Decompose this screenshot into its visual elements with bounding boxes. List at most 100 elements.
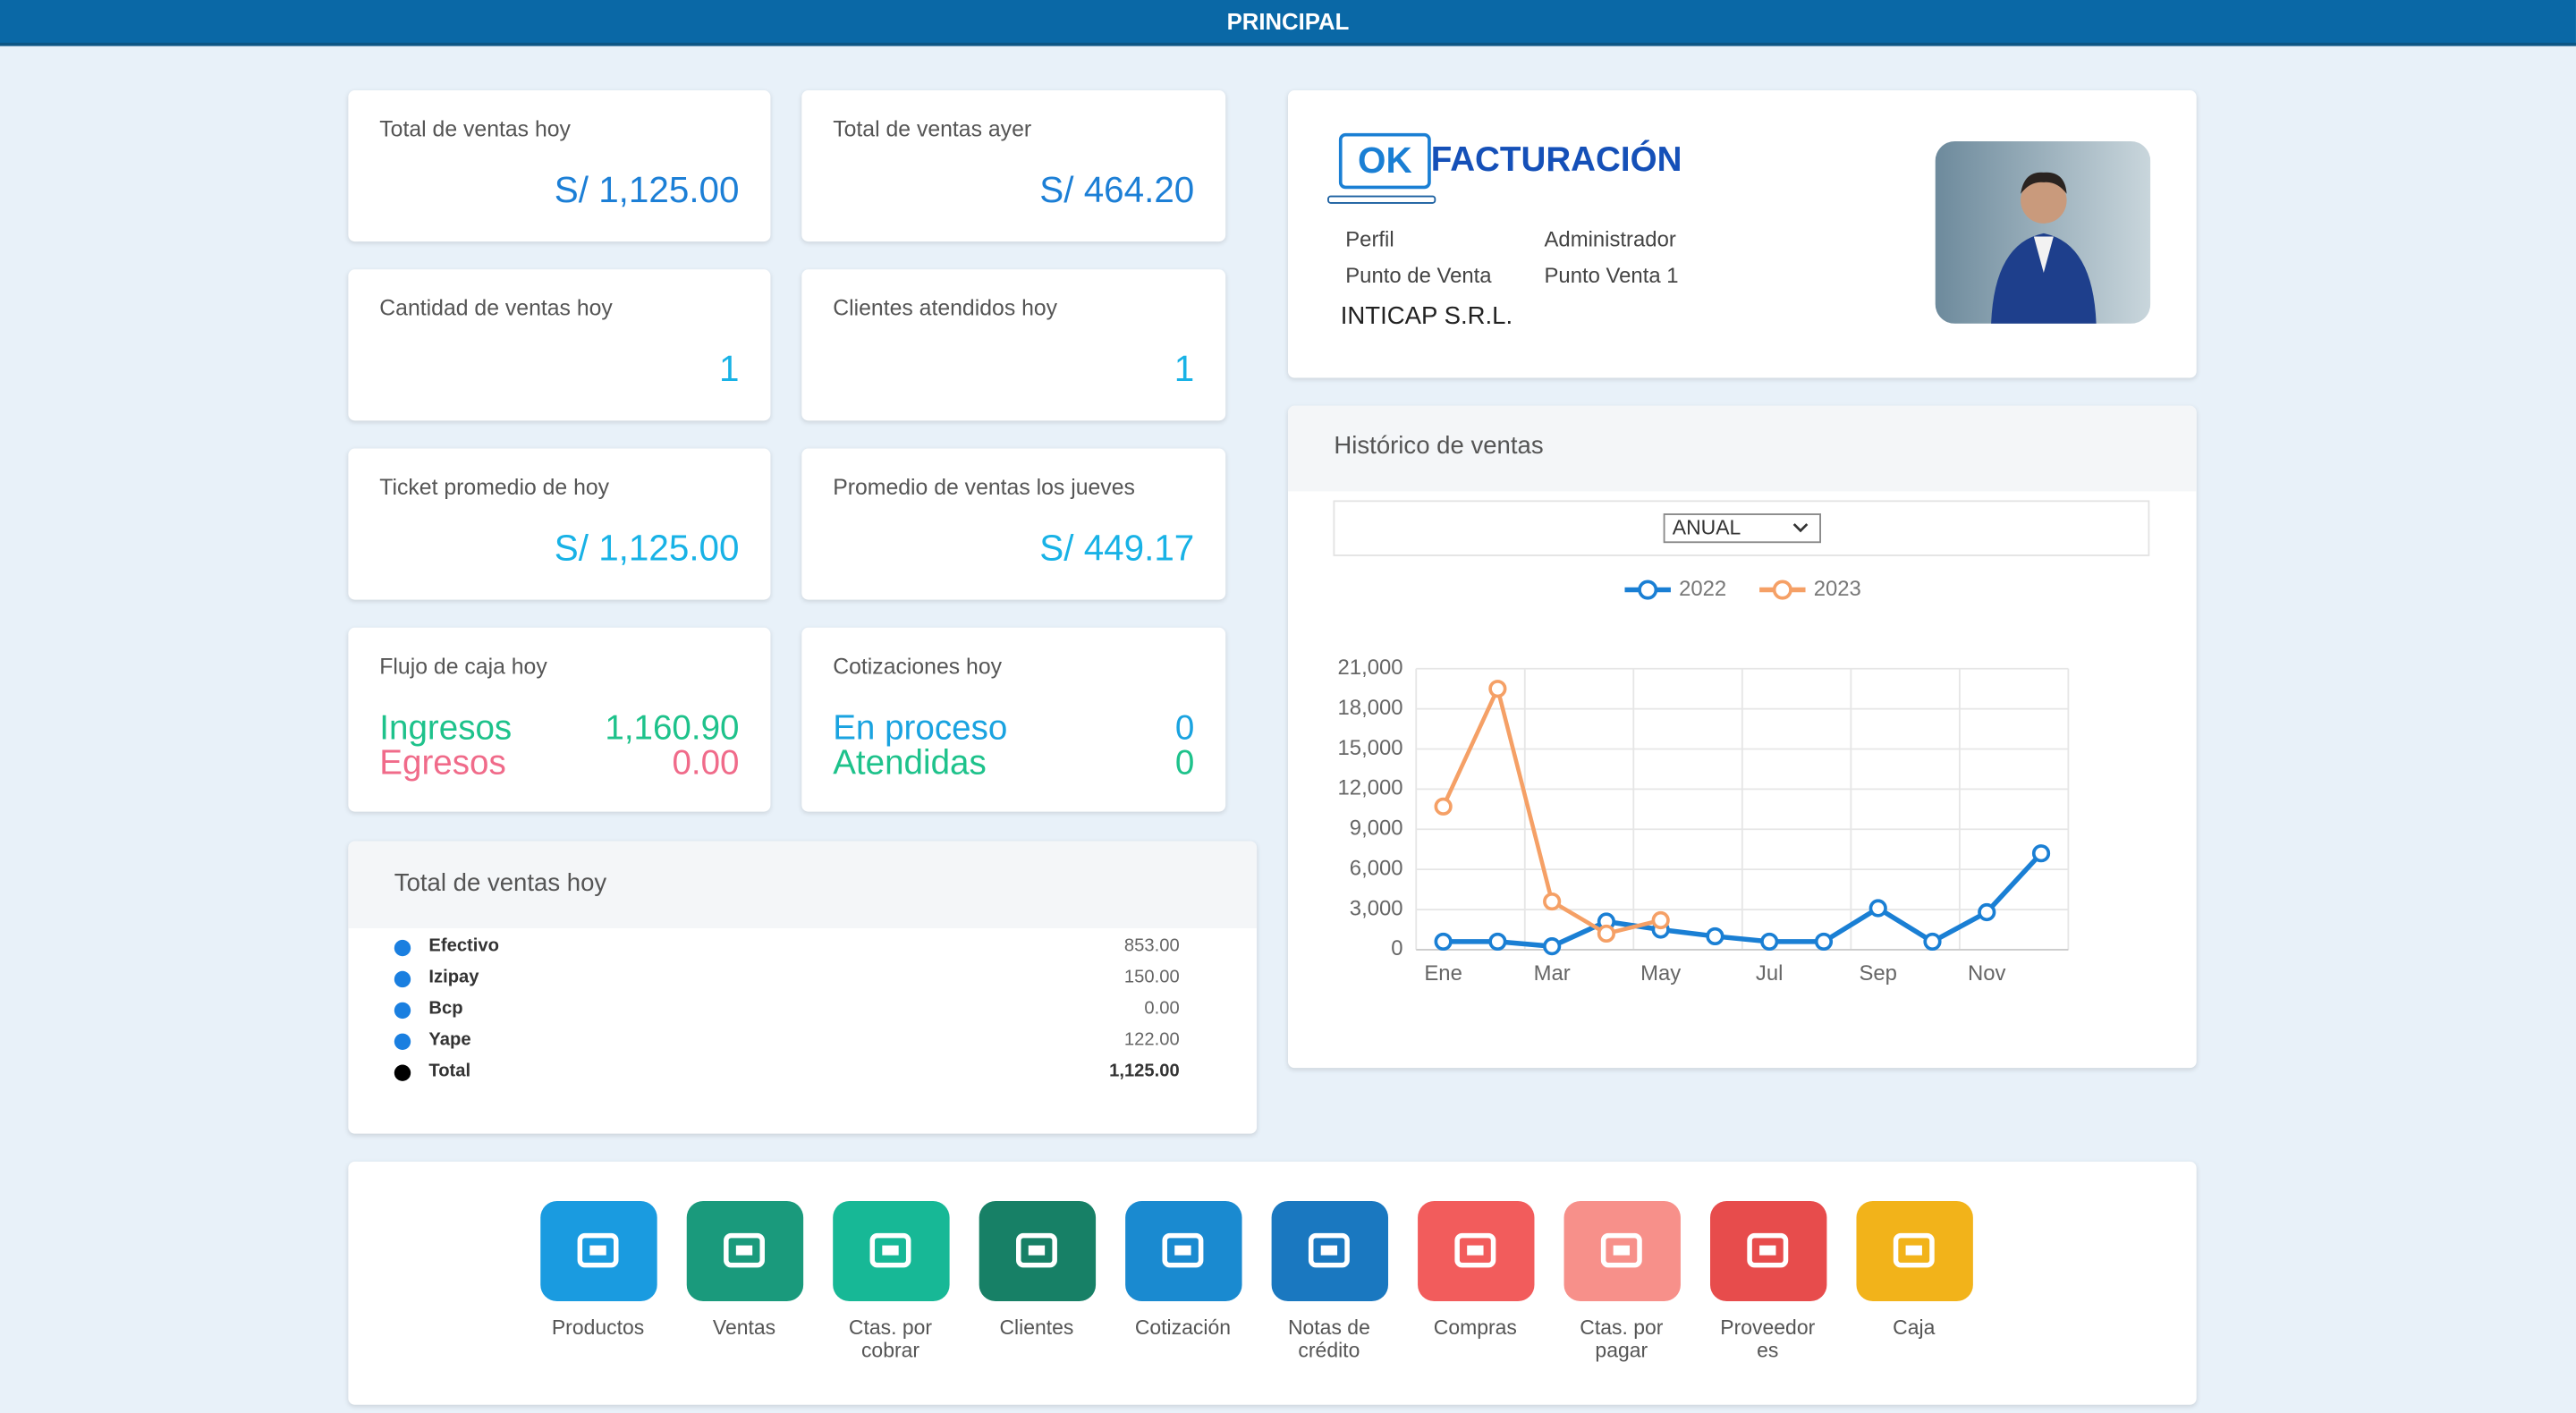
icon-shape — [881, 1245, 898, 1256]
kpi-value: S/ 1,125.00 — [554, 527, 740, 569]
y-tick-label: 3,000 — [1350, 896, 1403, 920]
menu-button[interactable] — [1563, 1200, 1681, 1302]
data-point — [1978, 902, 1996, 922]
kpi-label: Total de ventas ayer — [833, 116, 1032, 141]
data-point — [1434, 797, 1453, 816]
menu-icon — [1453, 1232, 1496, 1268]
flow-row: Ingresos 1,160.90 — [379, 710, 739, 749]
menu-button[interactable] — [1709, 1200, 1826, 1302]
menu-button[interactable] — [685, 1200, 803, 1302]
menu-item[interactable]: Ctas. por pagar — [1563, 1200, 1681, 1363]
flow-value: 1,160.90 — [605, 709, 740, 748]
menu-item[interactable]: Clientes — [978, 1200, 1096, 1340]
kpi-card: Total de ventas hoy S/ 1,125.00 — [348, 90, 771, 242]
menu-label[interactable]: Compras — [1433, 1316, 1517, 1340]
icon-shape — [723, 1232, 765, 1268]
data-point — [1706, 926, 1724, 946]
card-label: Flujo de caja hoy — [379, 654, 547, 679]
chart: Histórico de ventas ANUAL 0 3,000 6,000 9,0… — [1333, 431, 2150, 986]
chart-title: Histórico de ventas — [1334, 431, 1543, 459]
logo-base — [1327, 195, 1436, 204]
quote-value: 0 — [1174, 744, 1195, 783]
data-point — [2031, 844, 2051, 863]
menu-label[interactable]: Ventas — [712, 1316, 776, 1340]
y-tick-label: 18,000 — [1338, 696, 1403, 720]
menu-button[interactable] — [978, 1200, 1096, 1302]
cash-flow-card: Flujo de caja hoy Ingresos 1,160.90 Egres… — [348, 627, 771, 812]
card-header — [348, 841, 1258, 929]
quote-row: En proceso 0 — [833, 710, 1194, 749]
data-point — [1434, 932, 1453, 952]
dot — [394, 970, 411, 988]
icon-shape — [734, 1245, 752, 1256]
data-point — [1543, 892, 1562, 911]
menu-button[interactable] — [1124, 1200, 1241, 1302]
select-value[interactable]: ANUAL — [1673, 516, 1741, 539]
icon-shape — [1612, 1245, 1630, 1256]
logo-text: FACTURACIÓN — [1430, 140, 1682, 180]
field-value: Punto Venta 1 — [1544, 262, 1679, 288]
legend-marker — [1772, 580, 1792, 600]
menu-card: Productos Ventas Ctas. por cobrar Clientes C… — [348, 1161, 2197, 1405]
menu-item[interactable]: Cotización — [1123, 1200, 1241, 1340]
icon-shape — [1319, 1245, 1337, 1256]
menu-button[interactable] — [1855, 1200, 1972, 1302]
profile-photo — [1935, 140, 2151, 324]
period-select[interactable]: ANUAL — [1663, 513, 1821, 544]
menu-label[interactable]: Ctas. por pagar — [1580, 1316, 1664, 1363]
menu-button[interactable] — [1417, 1200, 1534, 1302]
menu-button[interactable] — [539, 1200, 657, 1302]
menu-label[interactable]: Proveedores — [1720, 1316, 1816, 1363]
menu-label[interactable]: Ctas. por cobrar — [848, 1316, 933, 1363]
kpi-card: Ticket promedio de hoy S/ 1,125.00 — [348, 448, 771, 600]
row-label: Efectivo — [428, 936, 499, 957]
menu-label[interactable]: Notas de crédito — [1287, 1316, 1370, 1363]
menu-item[interactable]: Notas de crédito — [1270, 1200, 1388, 1363]
quote-value: 0 — [1174, 709, 1195, 748]
menu-item[interactable]: Ctas. por cobrar — [831, 1200, 949, 1363]
card-label: Cotizaciones hoy — [833, 654, 1003, 679]
quote-label: En proceso — [833, 709, 1008, 748]
menu-icon — [1161, 1232, 1203, 1268]
icon-shape — [1904, 1245, 1922, 1256]
menu-icon — [1015, 1232, 1056, 1268]
payments-card: Total de ventas hoy Efectivo 853.00 Izipay… — [348, 841, 1258, 1134]
kpi-value: 1 — [1174, 348, 1195, 390]
menu-item[interactable]: Productos — [538, 1200, 657, 1340]
x-tick-label: May — [1640, 961, 1681, 986]
menu-item[interactable]: Ventas — [685, 1200, 803, 1340]
data-point — [1814, 932, 1834, 952]
kpi-value: S/ 1,125.00 — [554, 169, 740, 211]
select-box[interactable] — [1663, 513, 1821, 544]
menu-item[interactable]: Caja — [1855, 1200, 1973, 1340]
data-point — [1923, 932, 1942, 952]
y-tick-label: 15,000 — [1338, 736, 1403, 760]
x-tick-label: Sep — [1859, 961, 1896, 986]
menu-label[interactable]: Cotización — [1134, 1316, 1232, 1340]
dot — [394, 1033, 411, 1050]
menu-label[interactable]: Caja — [1893, 1316, 1936, 1340]
kpi-label: Ticket promedio de hoy — [379, 474, 610, 500]
menu-item[interactable]: Proveedores — [1708, 1200, 1826, 1363]
legend-label: 2022 — [1679, 577, 1726, 601]
kpi-label: Promedio de ventas los jueves — [833, 474, 1135, 500]
menu-icon — [723, 1232, 765, 1268]
legend-marker — [1638, 580, 1658, 600]
data-point — [1651, 910, 1670, 930]
y-tick-label: 12,000 — [1338, 776, 1403, 800]
x-tick-label: Nov — [1968, 961, 2006, 986]
kpi-card: Promedio de ventas los jueves S/ 449.17 — [801, 448, 1226, 600]
field-label: Perfil — [1345, 226, 1394, 252]
row-value: 0.00 — [1144, 999, 1180, 1020]
data-point — [1488, 932, 1507, 952]
menu-button[interactable] — [1270, 1200, 1388, 1302]
menu-item[interactable]: Compras — [1416, 1200, 1534, 1340]
dot — [394, 1064, 411, 1081]
flow-row: Egresos 0.00 — [379, 744, 739, 783]
x-tick-label: Ene — [1424, 961, 1462, 986]
icon-shape — [1161, 1232, 1203, 1268]
menu-button[interactable] — [832, 1200, 949, 1302]
icon-shape — [1466, 1245, 1483, 1256]
menu-label[interactable]: Clientes — [999, 1316, 1074, 1340]
menu-label[interactable]: Productos — [551, 1316, 645, 1340]
